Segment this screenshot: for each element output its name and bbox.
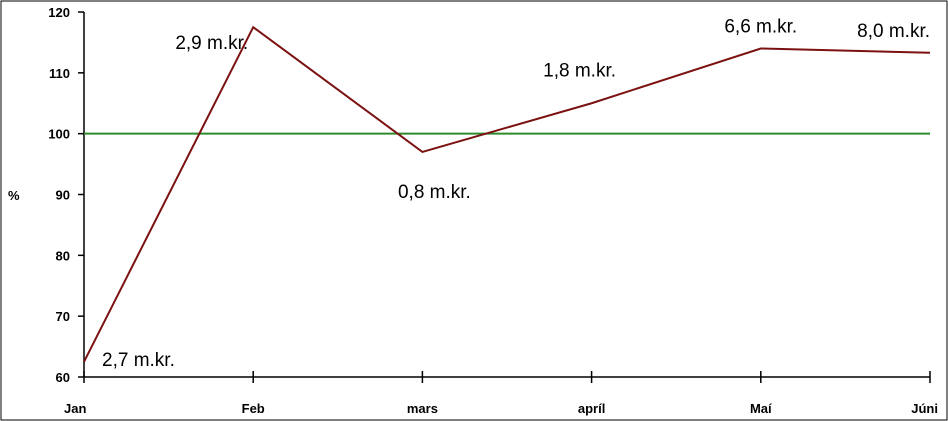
y-tick-label: 80 — [56, 248, 70, 263]
series-line — [83, 25, 931, 363]
y-tick-label: 60 — [56, 370, 70, 385]
series-group — [83, 25, 931, 363]
data-labels: 2,7 m.kr. 2,9 m.kr. 0,8 m.kr. 1,8 m.kr. 6,6 … — [102, 17, 930, 371]
y-tick-label: 110 — [49, 66, 70, 81]
y-axis-label: % — [8, 188, 20, 203]
data-label: 0,8 m.kr. — [398, 182, 471, 203]
x-tick-label: apríl — [578, 401, 605, 416]
y-tick-label: 70 — [56, 309, 70, 324]
x-ticks: Jan Feb mars apríl Maí Júni — [64, 371, 938, 416]
x-tick-label: Maí — [750, 401, 772, 416]
y-tick-label: 100 — [48, 127, 70, 142]
y-ticks: 60 70 80 90 100 110 120 — [48, 5, 84, 385]
x-tick-label: Jan — [64, 401, 86, 416]
data-label: 2,7 m.kr. — [102, 350, 175, 371]
x-tick-label: mars — [407, 401, 438, 416]
y-tick-label: 120 — [48, 5, 70, 20]
x-tick-label: Júni — [911, 401, 938, 416]
data-label: 1,8 m.kr. — [543, 60, 616, 81]
x-tick-label: Feb — [242, 401, 265, 416]
data-label: 8,0 m.kr. — [857, 21, 930, 42]
data-label: 6,6 m.kr. — [724, 17, 797, 38]
data-label: 2,9 m.kr. — [175, 33, 248, 54]
y-tick-label: 90 — [56, 188, 70, 203]
